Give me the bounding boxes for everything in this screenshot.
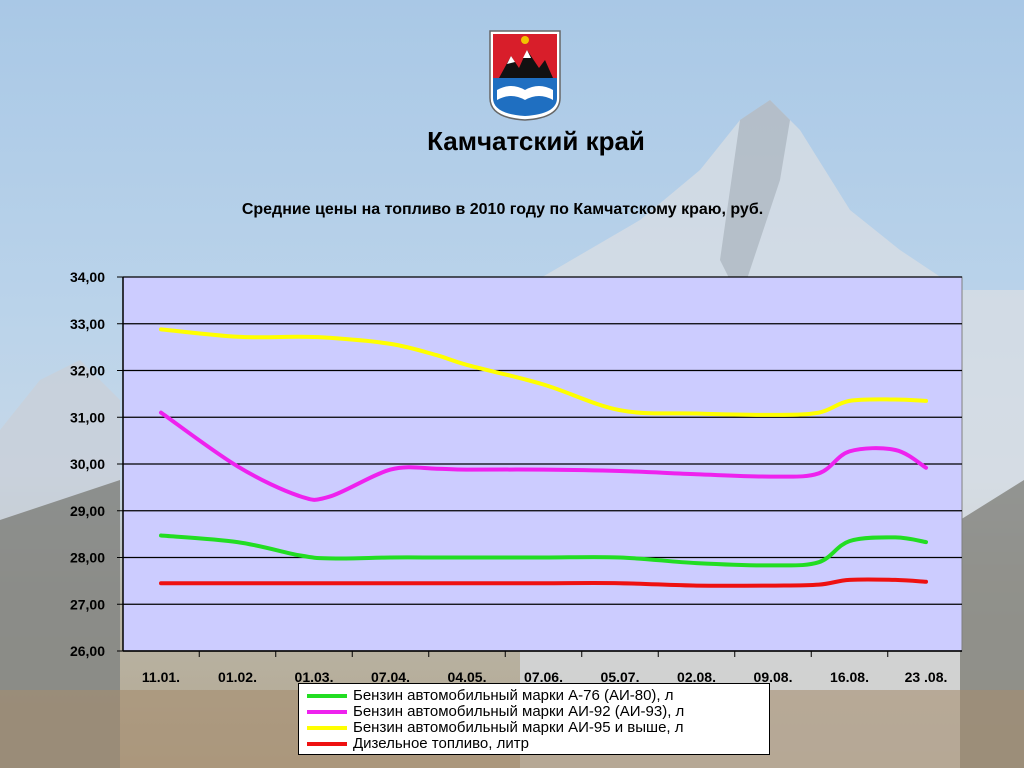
chart-legend: Бензин автомобильный марки А-76 (АИ-80),… — [298, 683, 770, 755]
x-tick-label: 04.05. — [448, 669, 487, 685]
x-tick-label: 16.08. — [830, 669, 869, 685]
y-tick-label: 33,00 — [70, 316, 105, 332]
y-tick-label: 29,00 — [70, 503, 105, 519]
legend-item: Дизельное топливо, литр — [307, 736, 769, 752]
y-tick-label: 28,00 — [70, 550, 105, 566]
x-tick-label: 23 .08. — [905, 669, 948, 685]
series-line-ai92 — [159, 410, 928, 502]
legend-swatch-ai92 — [307, 710, 347, 714]
legend-label-a76: Бензин автомобильный марки А-76 (АИ-80),… — [353, 687, 674, 704]
legend-label-ai92: Бензин автомобильный марки АИ-92 (АИ-93)… — [353, 703, 685, 720]
legend-swatch-ai95 — [307, 726, 347, 730]
series-line-diesel — [159, 577, 928, 588]
legend-label-diesel: Дизельное топливо, литр — [353, 735, 529, 752]
x-tick-label: 11.01. — [142, 669, 180, 685]
chart-title: Средние цены на топливо в 2010 году по К… — [241, 201, 764, 218]
legend-swatch-a76 — [307, 694, 347, 698]
y-tick-label: 26,00 — [70, 643, 105, 659]
y-tick-label: 31,00 — [70, 409, 105, 425]
x-tick-label: 05.07. — [601, 669, 640, 685]
legend-item: Бензин автомобильный марки АИ-95 и выше,… — [307, 720, 769, 736]
region-title: Камчатский край — [427, 126, 645, 156]
series-line-a76 — [159, 533, 928, 568]
x-tick-label: 02.08. — [677, 669, 716, 685]
x-tick-label: 01.02. — [218, 669, 257, 685]
legend-label-ai95: Бензин автомобильный марки АИ-95 и выше,… — [353, 719, 684, 736]
x-tick-label: 07.06. — [524, 669, 563, 685]
legend-item: Бензин автомобильный марки АИ-92 (АИ-93)… — [307, 704, 769, 720]
y-tick-label: 34,00 — [70, 269, 105, 285]
series-line-ai95 — [159, 327, 928, 417]
x-tick-label: 07.04. — [371, 669, 410, 685]
kamchatka-coat-of-arms-icon — [489, 30, 561, 121]
legend-swatch-diesel — [307, 742, 347, 746]
y-tick-label: 27,00 — [70, 596, 105, 612]
y-tick-label: 32,00 — [70, 363, 105, 379]
x-tick-label: 01.03. — [295, 669, 334, 685]
legend-item: Бензин автомобильный марки А-76 (АИ-80),… — [307, 688, 769, 704]
y-tick-label: 30,00 — [70, 456, 105, 472]
x-tick-label: 09.08. — [754, 669, 793, 685]
